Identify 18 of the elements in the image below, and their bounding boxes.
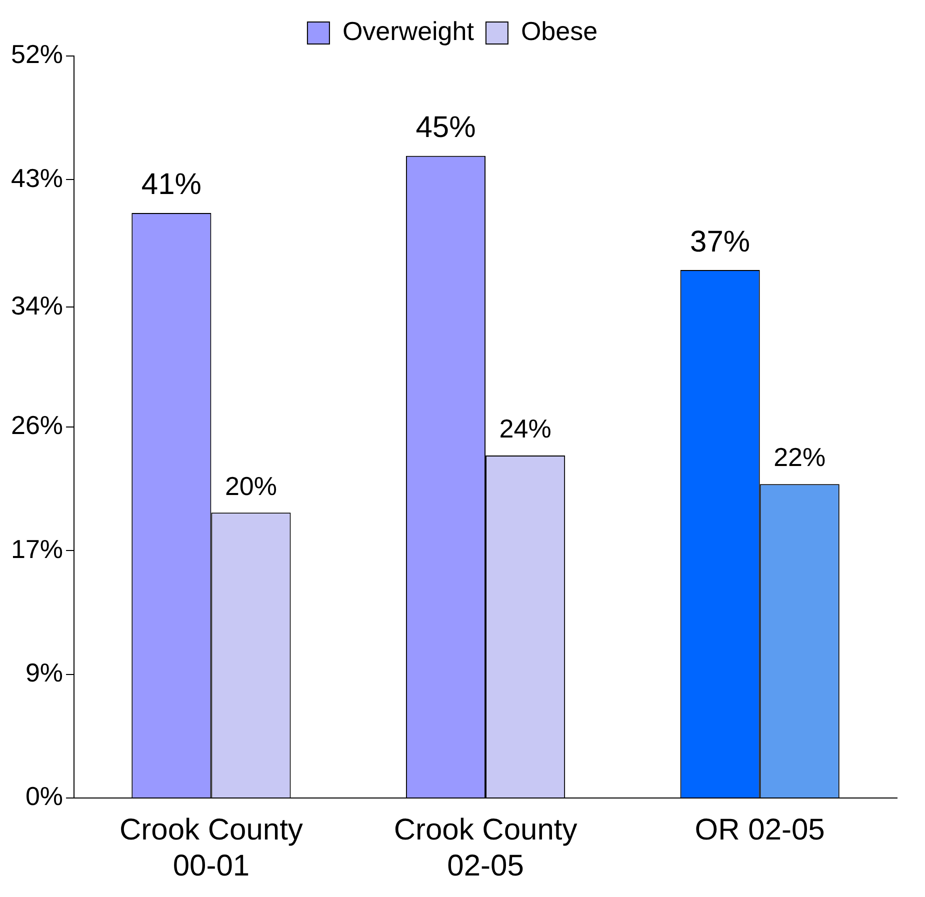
data-label: 45% (416, 111, 476, 144)
data-label: 41% (141, 168, 202, 202)
y-tick-label: 0% (25, 781, 64, 812)
y-tick-label: 34% (10, 290, 64, 320)
data-label: 22% (774, 442, 826, 472)
x-tick-label: OR 02-05 (694, 813, 825, 846)
y-tick-label: 9% (25, 658, 64, 688)
data-label: 24% (499, 414, 552, 444)
y-tick-label: 43% (10, 162, 64, 193)
x-tick-label: Crook County 02-05 (394, 813, 578, 882)
legend-label: Obese (520, 16, 598, 46)
data-label: 20% (224, 470, 277, 501)
legend-label: Overweight (342, 16, 475, 46)
y-tick-label: 52% (10, 39, 64, 70)
y-tick-label: 17% (10, 534, 64, 564)
x-tick-label: Crook County 00-01 (119, 813, 303, 882)
y-tick-label: 26% (10, 410, 64, 440)
data-label: 37% (690, 225, 750, 258)
